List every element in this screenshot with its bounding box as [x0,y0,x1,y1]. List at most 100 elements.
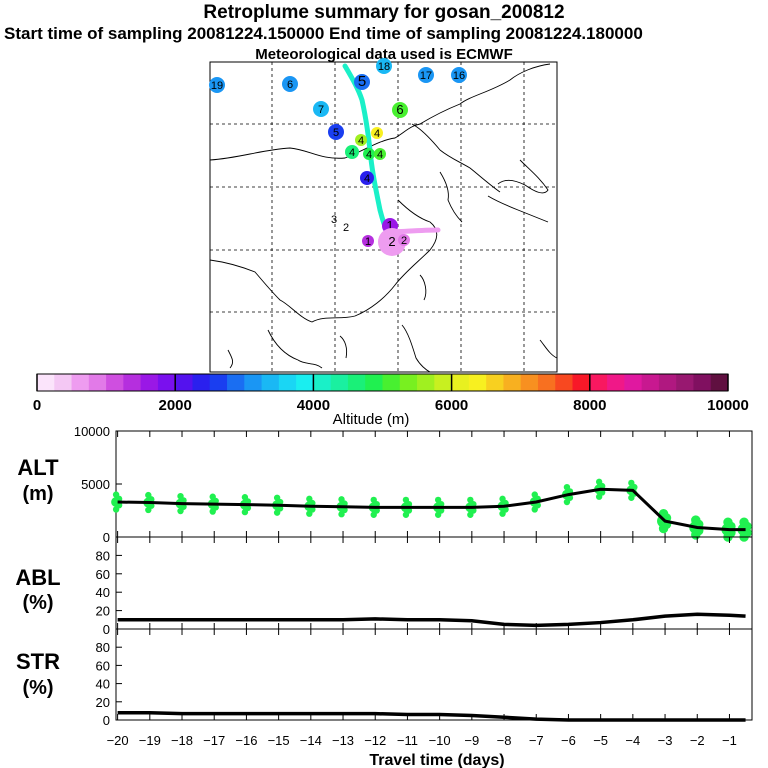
panel-frame [115,628,753,721]
colorbar-cell [244,374,263,391]
colorbar-cell [175,374,193,391]
colorbar-cell [641,374,660,391]
trajectory-point [363,148,375,160]
trajectory-point [354,74,370,90]
altitude-point [402,496,410,504]
altitude-point [209,493,216,500]
x-tick-label: −4 [625,733,640,748]
altitude-point [273,494,281,501]
x-tick-label: −16 [235,733,257,748]
trajectory-point [209,77,225,93]
abl-label: ABL [15,565,60,590]
trajectory-point [313,101,329,117]
colorbar-cell [209,374,228,391]
colorbar-cell [468,374,487,391]
altitude-point [145,491,152,499]
trajectory-point [328,124,344,140]
colorbar-cell [227,374,245,391]
colorbar-cell [676,374,694,391]
colorbar-cell [451,374,470,391]
colorbar-cell [261,374,280,391]
colorbar-cell [486,374,504,391]
colorbar-cell [399,374,418,391]
colorbar-cell [347,374,366,391]
altitude-point [370,496,377,504]
x-tick-label: −8 [497,733,512,748]
colorbar-cell [71,374,90,391]
altitude-point [177,492,184,500]
cluster-label: 4 [377,149,383,161]
cluster-label: 6 [287,79,293,91]
trajectory-point [418,67,434,83]
x-tick-label: −13 [332,733,354,748]
colorbar-cell [382,374,401,391]
altitude-point [467,496,474,504]
colorbar-cell [330,374,349,391]
colorbar-cell [54,374,73,391]
x-tick-label: −1 [722,733,737,748]
y-tick-label: 40 [96,677,110,692]
cluster-label: 1 [386,218,393,233]
y-tick-label: 60 [96,658,110,673]
x-tick-label: −3 [658,733,673,748]
x-tick-label: −14 [300,733,322,748]
cluster-label: 2 [388,234,395,249]
x-tick-label: −7 [529,733,544,748]
trajectory-point [282,76,298,92]
chart-title: Retroplume summary for gosan_200812 [203,2,565,23]
trajectory-point [398,234,410,246]
colorbar: 0 2000 4000 6000 8000 10000 Altitude (m) [33,373,749,428]
colorbar-cell [555,374,574,391]
colorbar-cell [503,374,522,391]
panel-frame [115,536,753,630]
x-tick-label: −15 [268,733,290,748]
cluster-label: 16 [453,70,465,82]
cluster-label: 4 [358,135,364,147]
colorbar-cell [434,374,453,391]
y-tick-label: 20 [96,695,110,710]
abl-unit: (%) [22,592,53,614]
colorbar-ticks: 0 2000 4000 6000 8000 10000 [33,374,749,414]
altitude-point [241,494,249,501]
altitude-point [531,491,538,498]
trajectory-point [374,148,386,160]
colorbar-tick-label: 2000 [159,397,192,414]
trajectory-point [371,127,383,139]
cluster-label: 4 [374,128,380,140]
str-unit: (%) [22,677,53,699]
cluster-label: 2 [343,222,349,234]
cluster-label: 3 [331,214,337,226]
colorbar-cell [572,374,591,391]
panel-frame [115,430,753,538]
colorbar-cells [37,374,729,391]
colorbar-cell [658,374,677,391]
altitude-point [338,496,345,503]
altitude-point [723,517,733,527]
colorbar-cell [365,374,383,391]
trajectory-point [392,102,408,118]
altitude-mean-line [117,487,746,532]
x-tick-label: −6 [561,733,576,748]
cluster-label: 2 [401,235,407,247]
y-tick-label: 0 [103,713,110,728]
x-tick-label: −18 [171,733,193,748]
cluster-label: 1 [365,236,371,248]
x-tick-label: −19 [139,733,161,748]
colorbar-tick-label: 4000 [297,397,330,414]
altitude-point [628,479,635,487]
colorbar-tick-label: 6000 [435,397,468,414]
sampling-time: Start time of sampling 20081224.150000 E… [4,24,643,43]
abl-line [117,612,746,628]
trajectory-point [360,171,374,185]
panel-abl: 0 20 40 60 80 [96,536,753,637]
colorbar-cell [624,374,643,391]
panel-str: 0 20 40 60 80 [96,628,753,728]
x-axis-label: Travel time (days) [369,752,504,768]
altitude-point [112,491,120,498]
alt-unit: (m) [22,483,53,505]
cluster-label: 4 [349,147,355,159]
x-tick-label: −20 [107,733,129,748]
colorbar-cell [589,374,608,391]
trajectory-point [345,145,359,159]
